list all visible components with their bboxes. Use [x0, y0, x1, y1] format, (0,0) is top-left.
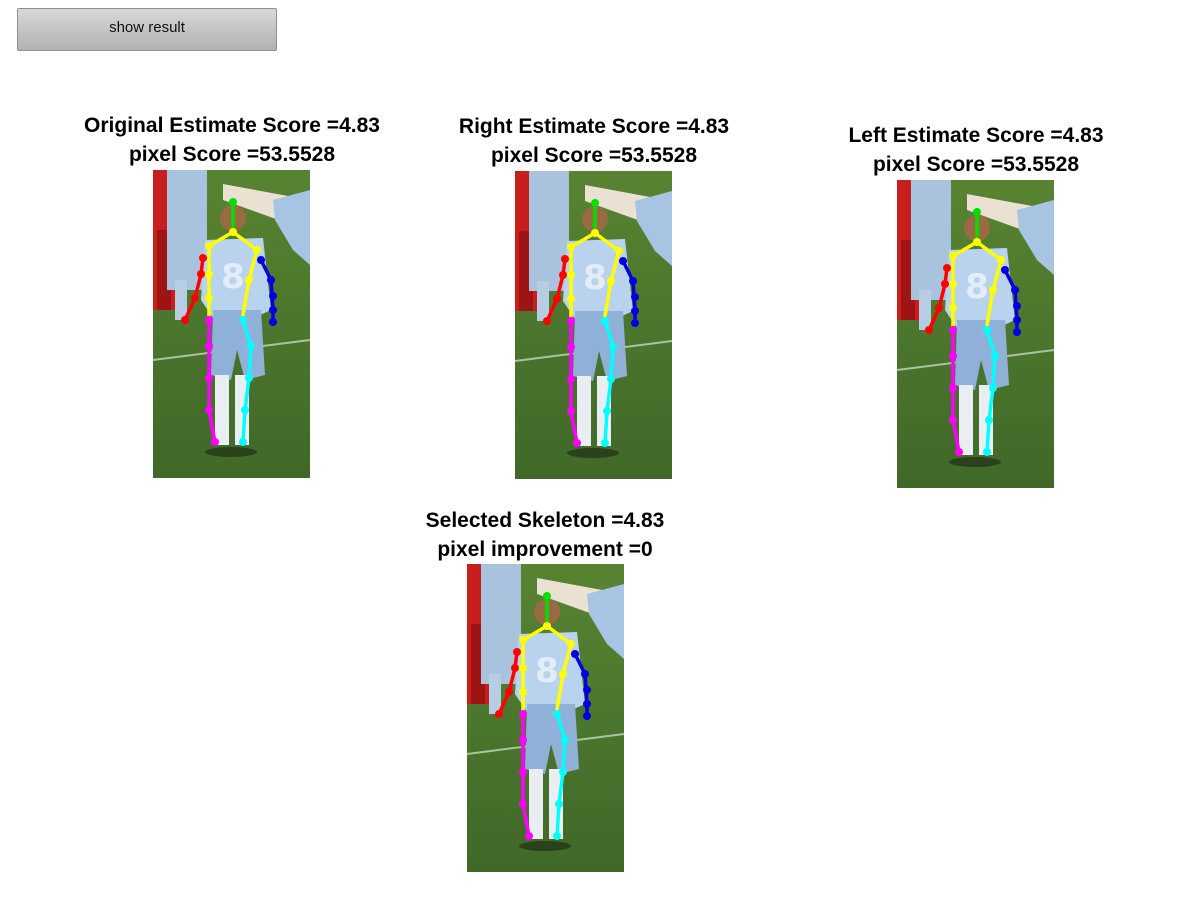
left-skeleton-image: 8 — [897, 180, 1054, 488]
left-score-label: Left Estimate Score =4.83 — [848, 124, 1104, 147]
right-skeleton-image: 8 — [515, 171, 672, 479]
panel-right-title: Right Estimate Score =4.83 pixel Score =… — [459, 112, 729, 170]
original-pixel-score-label: pixel Score =53.5528 — [128, 143, 336, 166]
svg-text:8: 8 — [965, 267, 989, 307]
panel-selected-title: Selected Skeleton =4.83 pixel improvemen… — [426, 506, 665, 564]
svg-text:8: 8 — [583, 258, 607, 298]
selected-pixel-improvement-label: pixel improvement =0 — [437, 538, 653, 561]
original-skeleton-image: 8 — [153, 170, 310, 478]
svg-text:8: 8 — [221, 257, 245, 297]
svg-text:8: 8 — [535, 651, 559, 691]
selected-score-label: Selected Skeleton =4.83 — [425, 509, 665, 532]
panel-left-title: Left Estimate Score =4.83 pixel Score =5… — [848, 121, 1103, 179]
original-score-label: Original Estimate Score =4.83 — [84, 114, 380, 137]
right-score-label: Right Estimate Score =4.83 — [458, 115, 730, 138]
panel-original-title: Original Estimate Score =4.83 pixel Scor… — [84, 111, 380, 169]
right-pixel-score-label: pixel Score =53.5528 — [490, 144, 698, 167]
left-pixel-score-label: pixel Score =53.5528 — [872, 153, 1080, 176]
selected-skeleton-image: 8 — [467, 564, 624, 872]
show-result-button[interactable]: show result — [17, 8, 277, 51]
